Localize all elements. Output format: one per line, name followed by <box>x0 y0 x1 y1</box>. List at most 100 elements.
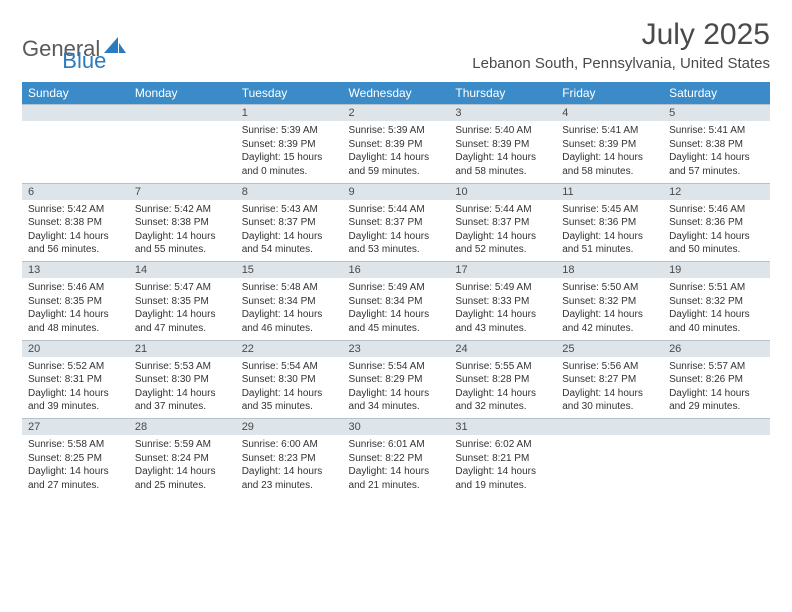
sunset-text: Sunset: 8:32 PM <box>562 295 657 309</box>
day-number-cell: 21 <box>129 340 236 357</box>
weekday-header: Saturday <box>663 82 770 105</box>
daylight-text: Daylight: 14 hours <box>669 230 764 244</box>
day-number-row: 12345 <box>22 105 770 122</box>
sunrise-text: Sunrise: 5:44 AM <box>349 203 444 217</box>
day-content-cell: Sunrise: 5:50 AMSunset: 8:32 PMDaylight:… <box>556 278 663 340</box>
day-number-cell: 19 <box>663 262 770 279</box>
sunrise-text: Sunrise: 5:49 AM <box>349 281 444 295</box>
daylight-text: and 58 minutes. <box>562 165 657 179</box>
daylight-text: Daylight: 14 hours <box>562 230 657 244</box>
day-number-row: 6789101112 <box>22 183 770 200</box>
day-content-cell: Sunrise: 5:46 AMSunset: 8:35 PMDaylight:… <box>22 278 129 340</box>
daylight-text: Daylight: 14 hours <box>242 230 337 244</box>
daylight-text: Daylight: 14 hours <box>562 151 657 165</box>
daylight-text: Daylight: 14 hours <box>562 308 657 322</box>
day-content-cell: Sunrise: 5:47 AMSunset: 8:35 PMDaylight:… <box>129 278 236 340</box>
day-content-cell <box>663 435 770 497</box>
day-content-cell: Sunrise: 5:53 AMSunset: 8:30 PMDaylight:… <box>129 357 236 419</box>
weekday-header: Sunday <box>22 82 129 105</box>
daylight-text: Daylight: 14 hours <box>562 387 657 401</box>
day-number-cell: 10 <box>449 183 556 200</box>
daylight-text: and 29 minutes. <box>669 400 764 414</box>
day-number-cell: 18 <box>556 262 663 279</box>
daylight-text: and 51 minutes. <box>562 243 657 257</box>
weekday-header: Wednesday <box>343 82 450 105</box>
sunrise-text: Sunrise: 5:56 AM <box>562 360 657 374</box>
sunset-text: Sunset: 8:37 PM <box>349 216 444 230</box>
day-content-cell: Sunrise: 5:51 AMSunset: 8:32 PMDaylight:… <box>663 278 770 340</box>
sunrise-text: Sunrise: 5:46 AM <box>669 203 764 217</box>
daylight-text: and 23 minutes. <box>242 479 337 493</box>
daylight-text: Daylight: 14 hours <box>349 465 444 479</box>
day-content-cell: Sunrise: 5:54 AMSunset: 8:30 PMDaylight:… <box>236 357 343 419</box>
day-content-cell: Sunrise: 5:44 AMSunset: 8:37 PMDaylight:… <box>449 200 556 262</box>
day-content-cell: Sunrise: 5:45 AMSunset: 8:36 PMDaylight:… <box>556 200 663 262</box>
daylight-text: and 45 minutes. <box>349 322 444 336</box>
daylight-text: and 53 minutes. <box>349 243 444 257</box>
logo-text-blue: Blue <box>62 48 106 74</box>
sunrise-text: Sunrise: 5:50 AM <box>562 281 657 295</box>
day-content-row: Sunrise: 5:39 AMSunset: 8:39 PMDaylight:… <box>22 121 770 183</box>
day-number-cell <box>663 419 770 436</box>
daylight-text: and 47 minutes. <box>135 322 230 336</box>
day-content-cell: Sunrise: 5:57 AMSunset: 8:26 PMDaylight:… <box>663 357 770 419</box>
sunset-text: Sunset: 8:36 PM <box>562 216 657 230</box>
day-number-cell: 28 <box>129 419 236 436</box>
daylight-text: and 50 minutes. <box>669 243 764 257</box>
day-content-row: Sunrise: 5:52 AMSunset: 8:31 PMDaylight:… <box>22 357 770 419</box>
day-content-cell: Sunrise: 5:49 AMSunset: 8:33 PMDaylight:… <box>449 278 556 340</box>
day-content-row: Sunrise: 5:58 AMSunset: 8:25 PMDaylight:… <box>22 435 770 497</box>
day-number-cell: 11 <box>556 183 663 200</box>
day-content-cell: Sunrise: 6:02 AMSunset: 8:21 PMDaylight:… <box>449 435 556 497</box>
sunset-text: Sunset: 8:33 PM <box>455 295 550 309</box>
day-number-cell: 23 <box>343 340 450 357</box>
daylight-text: and 19 minutes. <box>455 479 550 493</box>
day-content-cell: Sunrise: 5:42 AMSunset: 8:38 PMDaylight:… <box>129 200 236 262</box>
day-number-cell: 26 <box>663 340 770 357</box>
daylight-text: Daylight: 14 hours <box>28 230 123 244</box>
day-number-cell: 3 <box>449 105 556 122</box>
daylight-text: Daylight: 14 hours <box>455 308 550 322</box>
daylight-text: Daylight: 14 hours <box>28 308 123 322</box>
daylight-text: Daylight: 14 hours <box>669 308 764 322</box>
day-number-cell <box>22 105 129 122</box>
sunrise-text: Sunrise: 5:42 AM <box>28 203 123 217</box>
day-number-cell: 24 <box>449 340 556 357</box>
day-content-cell: Sunrise: 5:43 AMSunset: 8:37 PMDaylight:… <box>236 200 343 262</box>
daylight-text: and 57 minutes. <box>669 165 764 179</box>
sunset-text: Sunset: 8:38 PM <box>669 138 764 152</box>
day-number-cell: 4 <box>556 105 663 122</box>
day-content-cell: Sunrise: 5:46 AMSunset: 8:36 PMDaylight:… <box>663 200 770 262</box>
day-number-cell: 8 <box>236 183 343 200</box>
sunset-text: Sunset: 8:39 PM <box>455 138 550 152</box>
sunset-text: Sunset: 8:37 PM <box>455 216 550 230</box>
daylight-text: Daylight: 14 hours <box>349 230 444 244</box>
logo: General Blue <box>22 24 106 74</box>
day-number-cell: 20 <box>22 340 129 357</box>
sunset-text: Sunset: 8:21 PM <box>455 452 550 466</box>
day-content-cell <box>22 121 129 183</box>
sunset-text: Sunset: 8:30 PM <box>135 373 230 387</box>
day-content-cell <box>556 435 663 497</box>
daylight-text: Daylight: 14 hours <box>135 387 230 401</box>
weekday-header: Thursday <box>449 82 556 105</box>
sunset-text: Sunset: 8:36 PM <box>669 216 764 230</box>
day-number-cell: 15 <box>236 262 343 279</box>
sunset-text: Sunset: 8:25 PM <box>28 452 123 466</box>
day-number-cell: 9 <box>343 183 450 200</box>
day-number-cell: 2 <box>343 105 450 122</box>
daylight-text: Daylight: 14 hours <box>455 151 550 165</box>
day-content-cell: Sunrise: 5:39 AMSunset: 8:39 PMDaylight:… <box>343 121 450 183</box>
day-content-cell: Sunrise: 5:40 AMSunset: 8:39 PMDaylight:… <box>449 121 556 183</box>
sunset-text: Sunset: 8:35 PM <box>135 295 230 309</box>
sunset-text: Sunset: 8:27 PM <box>562 373 657 387</box>
title-block: July 2025 Lebanon South, Pennsylvania, U… <box>472 18 770 72</box>
day-content-cell: Sunrise: 5:44 AMSunset: 8:37 PMDaylight:… <box>343 200 450 262</box>
sunset-text: Sunset: 8:23 PM <box>242 452 337 466</box>
day-number-cell: 1 <box>236 105 343 122</box>
calendar-body: 12345Sunrise: 5:39 AMSunset: 8:39 PMDayl… <box>22 105 770 498</box>
day-number-cell: 13 <box>22 262 129 279</box>
sunrise-text: Sunrise: 5:42 AM <box>135 203 230 217</box>
sunset-text: Sunset: 8:24 PM <box>135 452 230 466</box>
day-content-cell: Sunrise: 5:41 AMSunset: 8:38 PMDaylight:… <box>663 121 770 183</box>
